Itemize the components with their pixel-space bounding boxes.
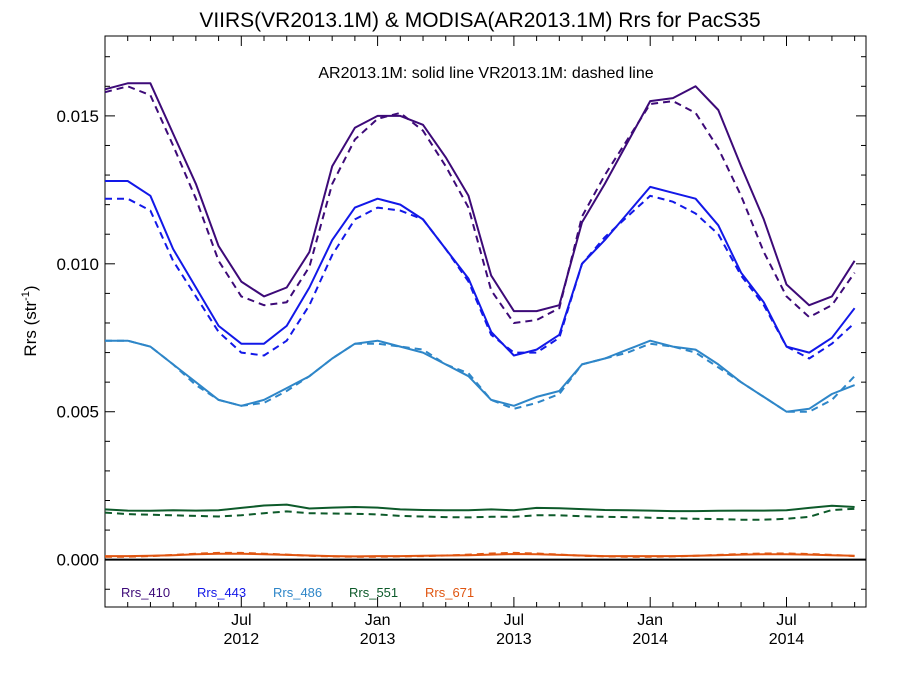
plot-frame — [104, 35, 867, 608]
y-tick-label: 0.010 — [56, 255, 99, 274]
legend-entry-rrs-443: Rrs_443 — [197, 585, 246, 600]
x-tick-label-year: 2014 — [769, 631, 805, 648]
legend-entry-rrs-671: Rrs_671 — [425, 585, 474, 600]
ticks-layer: 0.000 0.005 0.010 0.015 Jul 2012 Jan 2013 Jul 201… — [56, 36, 866, 648]
series-line-rrs-443-dashed — [105, 194, 856, 360]
annotation: AR2013.1M: solid line VR2013.1M: dashed … — [318, 65, 653, 82]
x-tick-label-year: 2012 — [224, 631, 260, 648]
y-tick-label: 0.015 — [56, 107, 99, 126]
series-line-rrs-410-solid — [104, 82, 856, 313]
series-line-rrs-671-dashed — [105, 551, 855, 558]
legend-entry-rrs-551: Rrs_551 — [349, 585, 398, 600]
x-tick-label-month: Jul — [776, 612, 796, 629]
series-line-rrs-551-solid — [104, 503, 855, 513]
legend-entry-rrs-410: Rrs_410 — [121, 585, 170, 600]
series-line-rrs-486-dashed — [105, 339, 856, 413]
y-axis-label-sup: -1 — [20, 291, 32, 301]
y-axis-label-close: ) — [21, 285, 40, 291]
series-line-rrs-551-dashed — [104, 507, 855, 521]
series-line-rrs-443-solid — [105, 180, 856, 357]
y-axis-label: Rrs (str-1) — [20, 285, 40, 356]
x-tick-label-month: Jul — [231, 612, 251, 629]
y-tick-label: 0.000 — [56, 551, 99, 570]
y-tick-label: 0.005 — [56, 403, 99, 422]
legend-entry-rrs-486: Rrs_486 — [273, 585, 322, 600]
chart-title: VIIRS(VR2013.1M) & MODISA(AR2013.1M) Rrs… — [199, 9, 760, 32]
x-tick-label-year: 2013 — [360, 631, 396, 648]
x-tick-label-year: 2014 — [632, 631, 668, 648]
series-layer — [104, 82, 856, 558]
legend: Rrs_410 Rrs_443 Rrs_486 Rrs_551 Rrs_671 — [121, 585, 474, 600]
x-tick-label-month: Jan — [637, 612, 663, 629]
series-line-rrs-410-dashed — [104, 85, 856, 324]
x-tick-label-month: Jan — [365, 612, 391, 629]
plot-area: 0.000 0.005 0.010 0.015 Jul 2012 Jan 2013 Jul 201… — [56, 35, 867, 648]
x-tick-label-year: 2013 — [496, 631, 532, 648]
x-tick-label-month: Jul — [504, 612, 524, 629]
y-axis-label-main: Rrs (str — [21, 301, 40, 357]
series-line-rrs-486-solid — [105, 339, 855, 413]
